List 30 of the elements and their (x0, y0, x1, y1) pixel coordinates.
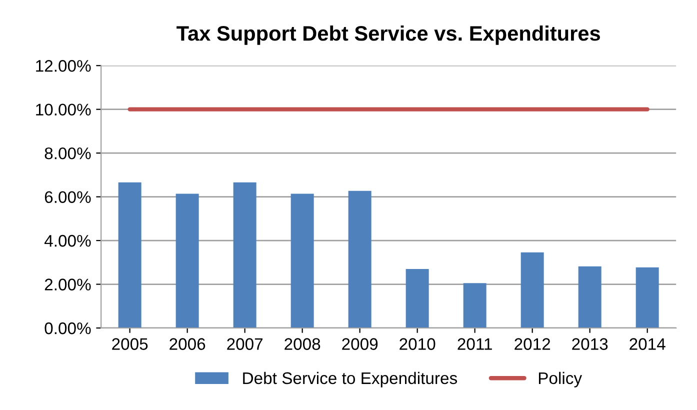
bar (520, 252, 544, 328)
bar (348, 190, 372, 328)
y-tick-label: 12.00% (36, 60, 91, 72)
chart-title: Tax Support Debt Service vs. Expenditures (176, 26, 600, 45)
x-tick-label: 2013 (572, 338, 608, 350)
y-tick-label: 8.00% (44, 147, 91, 160)
x-tick-label: 2014 (630, 338, 666, 350)
x-tick-label: 2010 (400, 338, 436, 350)
x-tick-label: 2009 (342, 338, 378, 350)
y-tick-label: 4.00% (44, 234, 91, 247)
bar (578, 266, 602, 328)
y-tick-label: 6.00% (44, 191, 91, 204)
bar (406, 268, 429, 328)
legend-label: Policy (538, 372, 582, 388)
legend-label: Debt Service to Expenditures (243, 372, 458, 388)
y-tick-label: 2.00% (44, 278, 91, 290)
x-tick-label: 2008 (284, 338, 320, 350)
bar (118, 182, 142, 328)
bar (463, 283, 486, 328)
bar (290, 194, 314, 328)
bar (233, 182, 256, 328)
x-tick-label: 2011 (458, 338, 492, 350)
x-tick-label: 2012 (514, 338, 550, 350)
x-tick-label: 2005 (112, 338, 148, 350)
bar (636, 267, 659, 328)
x-tick-label: 2006 (170, 338, 206, 350)
y-tick-label: 0.00% (44, 322, 91, 334)
bar (176, 194, 199, 328)
x-tick-label: 2007 (227, 338, 263, 350)
y-tick-label: 10.00% (36, 104, 91, 116)
